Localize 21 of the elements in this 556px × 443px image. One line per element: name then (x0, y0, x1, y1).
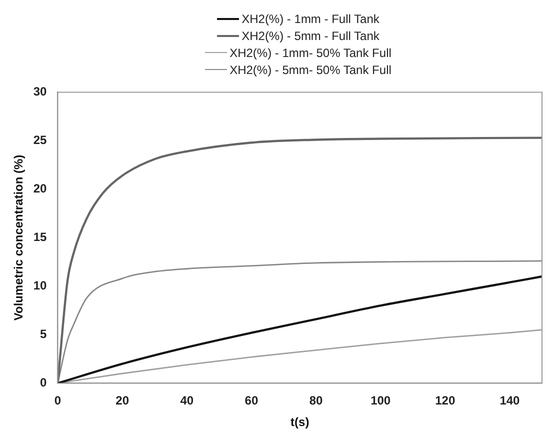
x-tick-label: 80 (309, 394, 324, 408)
y-tick-label: 20 (33, 182, 48, 196)
y-tick-label: 10 (33, 278, 48, 293)
y-tick-label: 25 (33, 133, 48, 148)
y-tick-label: 5 (40, 327, 48, 342)
x-tick-label: 140 (500, 394, 520, 408)
x-tick-label: 20 (116, 394, 130, 408)
legend-label: XH2(%) - 5mm - Full Tank (242, 28, 380, 42)
y-tick-label: 0 (40, 376, 48, 390)
y-tick-label: 30 (33, 84, 48, 99)
legend-label: XH2(%) - 5mm- 50% Tank Full (230, 62, 392, 76)
legend-label: XH2(%) - 1mm- 50% Tank Full (230, 46, 392, 60)
x-tick-label: 60 (244, 394, 258, 408)
y-axis-title: Volumetric concentration (%) (12, 154, 26, 321)
x-tick-label: 100 (370, 394, 391, 408)
x-tick-label: 120 (435, 394, 456, 408)
x-tick-label: 40 (180, 394, 194, 408)
x-axis-title: t(s) (290, 415, 310, 430)
x-tick-label: 0 (54, 394, 62, 408)
y-tick-label: 15 (33, 230, 48, 244)
legend-label: XH2(%) - 1mm - Full Tank (242, 12, 380, 26)
